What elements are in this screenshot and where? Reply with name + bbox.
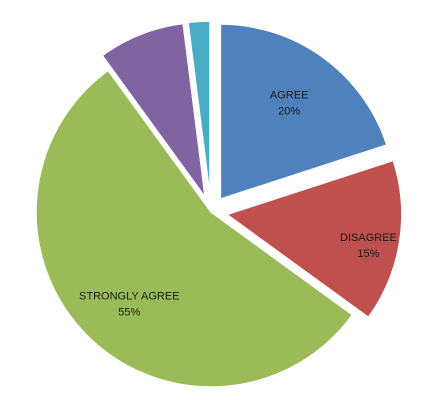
slice-value-label: 55% (118, 307, 140, 319)
pie-slice-cant-say (187, 20, 211, 197)
data-label-agree: AGREE 20% (270, 89, 309, 117)
slice-category-label: STRONGLY AGREE (79, 291, 179, 303)
pie-slices (35, 20, 403, 388)
slice-value-label: 8% (107, 0, 123, 3)
slice-category-label: AGREE (270, 89, 309, 101)
pie-slice-strongly-disagree (101, 22, 206, 198)
slice-value-label: 15% (357, 248, 379, 260)
data-label-strongly-agree: STRONGLY AGREE 55% (79, 291, 179, 319)
slice-value-label: 20% (278, 105, 300, 117)
data-label-disagree: DISAGREE 15% (340, 232, 397, 260)
pie-slice-disagree (225, 159, 403, 319)
slice-category-label: DISAGREE (340, 232, 397, 244)
data-label-strongly-disagree: STRONGLY DISAGREE8% (55, 0, 174, 3)
pie-slice-strongly-agree (35, 69, 354, 388)
pie-slice-agree (219, 23, 388, 201)
